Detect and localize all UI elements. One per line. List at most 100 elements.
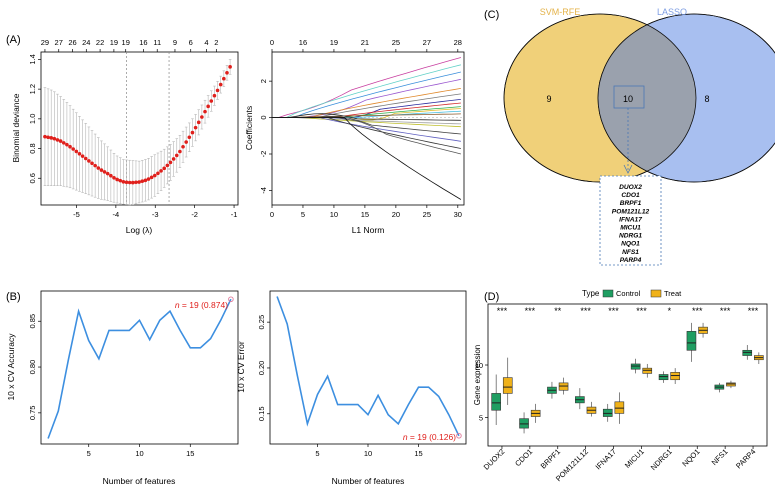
x-tick-label: -4	[113, 210, 120, 219]
panel-label-c: (C)	[484, 9, 499, 21]
deviance-point	[121, 180, 126, 184]
y-tick-label: 0.8	[28, 143, 37, 153]
legend-treat-swatch	[650, 289, 662, 298]
lasso-coefficient-xlabel: L1 Norm	[352, 225, 385, 235]
x-tick-label: -1	[231, 210, 238, 219]
significance-mark: ***	[580, 306, 591, 316]
cv-curve	[47, 298, 232, 439]
cv-accuracy-annotation: n = 19 (0.874)	[175, 300, 228, 310]
legend-treat-label: Treat	[664, 289, 682, 298]
venn-right-count: 8	[704, 94, 709, 104]
venn-gene-name: MICU1	[620, 225, 641, 232]
panel-label-d: (D)	[484, 291, 499, 303]
lasso-deviance-xlabel: Log (λ)	[126, 225, 153, 235]
panel-label-a: (A)	[6, 34, 21, 46]
cv-accuracy-plot: Number of features 10 x CV Accuracy 5 10 1…	[6, 290, 239, 486]
x-tick-label: 0	[270, 210, 274, 219]
legend-title: Type	[582, 289, 600, 298]
venn-gene-name: PARP4	[620, 257, 642, 264]
gene-label: CDO1	[513, 447, 534, 468]
boxplot-ylabel: Gene expression	[473, 345, 482, 405]
gene-label: NFS1	[710, 447, 730, 467]
top-tick-label: 26	[68, 38, 76, 47]
deviance-point	[124, 180, 129, 185]
control-box	[491, 393, 501, 411]
y-tick-label: 5	[479, 414, 483, 423]
lasso-coefficient-frame	[271, 51, 465, 206]
deviance-point	[165, 163, 170, 168]
y-tick-label: 1.4	[28, 54, 37, 64]
top-tick-label: 11	[153, 38, 161, 47]
cv-error-frame	[269, 290, 467, 445]
x-tick-label: 15	[186, 449, 194, 458]
deviance-point	[193, 125, 198, 130]
y-tick-label: 0.80	[28, 360, 37, 375]
venn-gene-box	[599, 175, 662, 266]
deviance-point	[77, 151, 82, 156]
top-tick-label: 27	[55, 38, 63, 47]
optimal-point	[456, 433, 462, 439]
cv-accuracy-frame	[40, 290, 239, 445]
optimal-point	[228, 296, 234, 302]
y-tick-label: -2	[259, 151, 268, 158]
deviance-point	[143, 178, 148, 183]
x-tick-label: 30	[454, 210, 462, 219]
control-box	[686, 331, 697, 351]
gene-label: NQO1	[680, 447, 701, 468]
venn-gene-name: NDRG1	[619, 233, 642, 240]
deviance-point	[225, 70, 229, 75]
y-tick-label: 0.25	[257, 315, 266, 330]
coefficient-path	[272, 110, 461, 119]
deviance-point	[184, 140, 188, 144]
coefficient-path	[272, 116, 461, 135]
coefficient-path	[272, 117, 461, 155]
y-tick-label: 0.75	[28, 406, 37, 421]
deviance-point	[215, 88, 220, 93]
coefficient-path	[272, 117, 461, 142]
treat-box	[614, 401, 625, 414]
treat-box	[726, 382, 736, 387]
deviance-point	[131, 180, 135, 185]
lasso-deviance-frame	[40, 51, 239, 206]
deviance-point	[99, 168, 104, 172]
deviance-point	[68, 144, 72, 149]
x-tick-label: 20	[392, 210, 400, 219]
venn-gene-name: IFNA17	[619, 216, 642, 223]
lasso-deviance-ylabel: Binomial deviance	[11, 93, 21, 162]
coefficient-path	[272, 57, 462, 119]
deviance-point	[146, 177, 151, 181]
treat-box	[558, 382, 569, 391]
cv-error-annotation: n = 19 (0.126)	[403, 432, 456, 442]
deviance-point	[162, 166, 167, 171]
deviance-point	[96, 166, 101, 170]
top-tick-label: 0	[270, 38, 274, 47]
top-tick-label: 29	[41, 38, 49, 47]
venn-gene-name: POM121L12	[612, 208, 650, 215]
legend-control-swatch	[602, 289, 614, 298]
panel-label-b: (B)	[6, 291, 21, 303]
deviance-point	[105, 171, 110, 176]
cv-error-plot: Number of features 10 x CV Error 5 10 15 0.…	[236, 290, 467, 486]
coefficient-path	[272, 93, 461, 119]
deviance-point	[134, 180, 138, 185]
y-tick-label: 0.6	[28, 173, 37, 183]
deviance-point	[171, 157, 176, 161]
x-tick-label: 15	[361, 210, 369, 219]
deviance-point	[196, 120, 201, 125]
deviance-point	[206, 104, 210, 109]
gene-label: BRPF1	[539, 447, 562, 470]
top-tick-label: 19	[122, 38, 130, 47]
coefficient-path	[272, 117, 461, 149]
y-tick-label: 0.20	[257, 361, 266, 376]
y-tick-label: 2	[259, 79, 268, 83]
y-tick-label: 0	[259, 115, 268, 119]
x-tick-label: 10	[135, 449, 143, 458]
top-tick-label: 27	[423, 38, 431, 47]
deviance-point	[118, 178, 123, 183]
cv-curve	[276, 296, 460, 437]
gene-label: PARP4	[734, 447, 757, 470]
deviance-point	[228, 65, 232, 69]
x-tick-label: -3	[152, 210, 159, 219]
y-tick-label: 0.15	[257, 406, 266, 421]
coefficient-path	[272, 113, 461, 121]
